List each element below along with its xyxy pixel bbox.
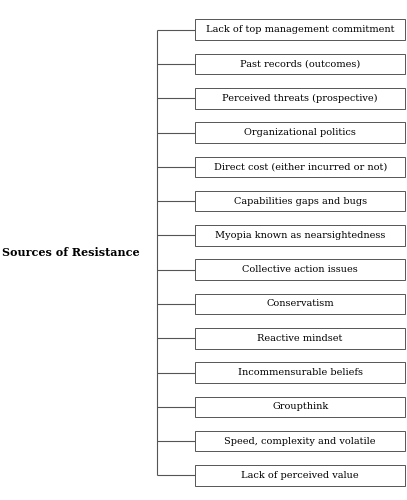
Text: Speed, complexity and volatile: Speed, complexity and volatile [224,436,376,446]
FancyBboxPatch shape [195,191,405,212]
Text: Lack of perceived value: Lack of perceived value [241,471,359,480]
FancyBboxPatch shape [195,328,405,348]
FancyBboxPatch shape [195,156,405,177]
FancyBboxPatch shape [195,20,405,40]
Text: Groupthink: Groupthink [272,402,328,411]
Text: Incommensurable beliefs: Incommensurable beliefs [238,368,363,377]
FancyBboxPatch shape [195,431,405,452]
FancyBboxPatch shape [195,362,405,383]
Text: Reactive mindset: Reactive mindset [258,334,343,342]
Text: Collective action issues: Collective action issues [242,265,358,274]
Text: Lack of top management commitment: Lack of top management commitment [206,25,394,34]
FancyBboxPatch shape [195,122,405,143]
FancyBboxPatch shape [195,465,405,485]
Text: Myopia known as nearsightedness: Myopia known as nearsightedness [215,231,385,240]
FancyBboxPatch shape [195,260,405,280]
Text: Direct cost (either incurred or not): Direct cost (either incurred or not) [214,162,387,172]
FancyBboxPatch shape [195,396,405,417]
Text: Sources of Resistance: Sources of Resistance [2,247,140,258]
FancyBboxPatch shape [195,294,405,314]
FancyBboxPatch shape [195,225,405,246]
Text: Past records (outcomes): Past records (outcomes) [240,60,360,68]
Text: Perceived threats (prospective): Perceived threats (prospective) [222,94,378,103]
Text: Organizational politics: Organizational politics [244,128,356,137]
Text: Conservatism: Conservatism [266,300,334,308]
Text: Capabilities gaps and bugs: Capabilities gaps and bugs [234,196,367,205]
FancyBboxPatch shape [195,54,405,74]
FancyBboxPatch shape [195,88,405,108]
